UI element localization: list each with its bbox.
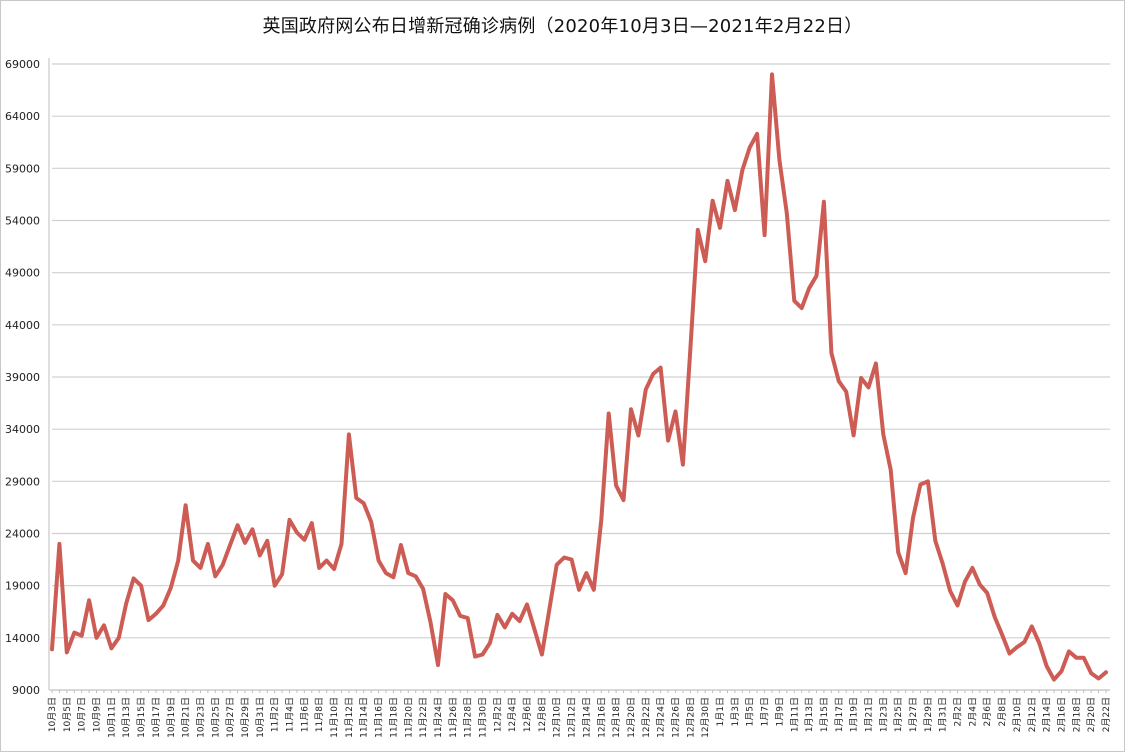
x-tick-label: 12月18日 xyxy=(611,697,622,738)
x-tick-label: 11月26日 xyxy=(448,697,459,738)
x-tick-label: 11月12日 xyxy=(344,697,355,738)
x-tick-label: 12月26日 xyxy=(670,697,681,738)
x-tick-label: 10月7日 xyxy=(77,697,88,732)
x-tick-label: 11月18日 xyxy=(388,697,399,738)
chart-title: 英国政府网公布日增新冠确诊病例（2020年10月3日—2021年2月22日） xyxy=(262,16,863,37)
x-tick-label: 1月11日 xyxy=(789,697,800,732)
x-tick-label: 12月22日 xyxy=(641,697,652,738)
y-tick-label: 49000 xyxy=(5,267,40,280)
x-tick-label: 12月6日 xyxy=(522,697,533,732)
x-tick-label: 2月12日 xyxy=(1027,697,1038,732)
x-tick-label: 2月10日 xyxy=(1012,697,1023,732)
x-axis: 10月3日 10月5日 10月7日 10月9日 10月11日 10月13日 10月15日 10… xyxy=(47,689,1112,738)
x-tick-label: 12月10日 xyxy=(552,697,563,738)
x-tick-label: 1月3日 xyxy=(730,697,741,726)
x-tick-label: 1月7日 xyxy=(760,697,771,726)
x-tick-label: 2月20日 xyxy=(1086,697,1097,732)
y-tick-label: 19000 xyxy=(5,580,40,593)
x-tick-label: 1月1日 xyxy=(715,697,726,726)
x-tick-label: 2月14日 xyxy=(1042,697,1053,732)
y-tick-label: 69000 xyxy=(5,58,40,71)
x-tick-label: 12月8日 xyxy=(537,697,548,732)
x-tick-label: 10月5日 xyxy=(62,697,73,732)
x-tick-label: 10月29日 xyxy=(240,697,251,738)
x-tick-label: 12月16日 xyxy=(596,697,607,738)
y-tick-label: 64000 xyxy=(5,110,40,123)
y-tick-label: 39000 xyxy=(5,371,40,384)
x-tick-label: 11月14日 xyxy=(359,697,370,738)
x-tick-label: 1月23日 xyxy=(878,697,889,732)
x-tick-label: 1月27日 xyxy=(908,697,919,732)
x-tick-label: 12月20日 xyxy=(626,697,637,738)
x-tick-label: 11月30日 xyxy=(478,697,489,738)
x-tick-label: 1月25日 xyxy=(893,697,904,732)
x-tick-label: 11月4日 xyxy=(285,697,296,732)
y-tick-label: 34000 xyxy=(5,423,40,436)
x-tick-label: 2月22日 xyxy=(1101,697,1112,732)
x-tick-label: 11月10日 xyxy=(329,697,340,738)
x-tick-label: 11月28日 xyxy=(463,697,474,738)
x-tick-label: 1月15日 xyxy=(819,697,830,732)
y-axis: 9000 14000 19000 24000 29000 34000 39000 44000 4… xyxy=(5,58,50,697)
y-tick-label: 9000 xyxy=(12,684,40,697)
x-tick-label: 1月31日 xyxy=(938,697,949,732)
x-tick-label: 1月21日 xyxy=(863,697,874,732)
x-tick-label: 10月31日 xyxy=(255,697,266,738)
y-tick-label: 59000 xyxy=(5,162,40,175)
x-tick-label: 2月6日 xyxy=(982,697,993,726)
x-tick-label: 1月5日 xyxy=(745,697,756,726)
x-tick-label: 11月6日 xyxy=(299,697,310,732)
x-tick-label: 10月3日 xyxy=(47,697,58,732)
x-tick-label: 2月4日 xyxy=(967,697,978,726)
x-tick-label: 10月9日 xyxy=(92,697,103,732)
x-tick-label: 2月18日 xyxy=(1071,697,1082,732)
x-tick-label: 12月12日 xyxy=(567,697,578,738)
x-tick-label: 10月15日 xyxy=(136,697,147,738)
x-tick-label: 12月24日 xyxy=(656,697,667,738)
x-tick-label: 2月2日 xyxy=(953,697,964,726)
x-tick-label: 11月2日 xyxy=(270,697,281,732)
x-tick-label: 12月2日 xyxy=(492,697,503,732)
x-tick-label: 1月17日 xyxy=(834,697,845,732)
x-tick-label: 10月17日 xyxy=(151,697,162,738)
x-tick-label: 12月28日 xyxy=(685,697,696,738)
x-tick-label: 10月11日 xyxy=(106,697,117,738)
x-tick-label: 2月16日 xyxy=(1056,697,1067,732)
x-tick-label: 2月8日 xyxy=(997,697,1008,726)
x-tick-label: 10月19日 xyxy=(166,697,177,738)
x-tick-label: 1月29日 xyxy=(923,697,934,732)
x-tick-label: 11月20日 xyxy=(403,697,414,738)
x-tick-label: 11月8日 xyxy=(314,697,325,732)
x-tick-label: 10月23日 xyxy=(195,697,206,738)
data-line xyxy=(50,72,1108,682)
y-tick-label: 54000 xyxy=(5,215,40,228)
x-tick-label: 1月13日 xyxy=(804,697,815,732)
x-tick-label: 11月22日 xyxy=(418,697,429,738)
y-tick-label: 44000 xyxy=(5,319,40,332)
x-tick-label: 11月24日 xyxy=(433,697,444,738)
x-tick-label: 1月19日 xyxy=(849,697,860,732)
x-tick-label: 10月13日 xyxy=(121,697,132,738)
y-tick-label: 14000 xyxy=(5,632,40,645)
x-tick-label: 12月30日 xyxy=(700,697,711,738)
x-tick-label: 1月9日 xyxy=(774,697,785,726)
x-tick-label: 10月25日 xyxy=(210,697,221,738)
x-tick-label: 11月16日 xyxy=(374,697,385,738)
y-tick-label: 24000 xyxy=(5,528,40,541)
y-tick-label: 29000 xyxy=(5,475,40,488)
x-tick-label: 10月21日 xyxy=(181,697,192,738)
x-tick-label: 10月27日 xyxy=(225,697,236,738)
x-tick-label: 12月14日 xyxy=(581,697,592,738)
x-tick-label: 12月4日 xyxy=(507,697,518,732)
